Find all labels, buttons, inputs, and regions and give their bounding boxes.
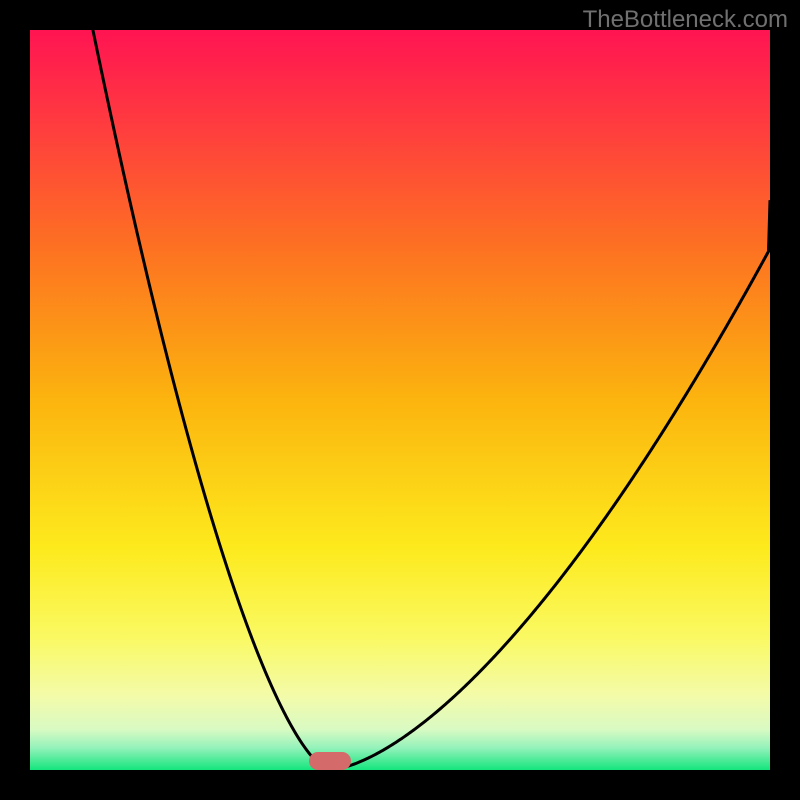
watermark-text: TheBottleneck.com	[583, 6, 788, 34]
chart-frame: TheBottleneck.com	[0, 0, 800, 800]
bottleneck-curve	[30, 30, 770, 770]
plot-area	[30, 30, 770, 770]
optimum-marker	[309, 752, 351, 770]
